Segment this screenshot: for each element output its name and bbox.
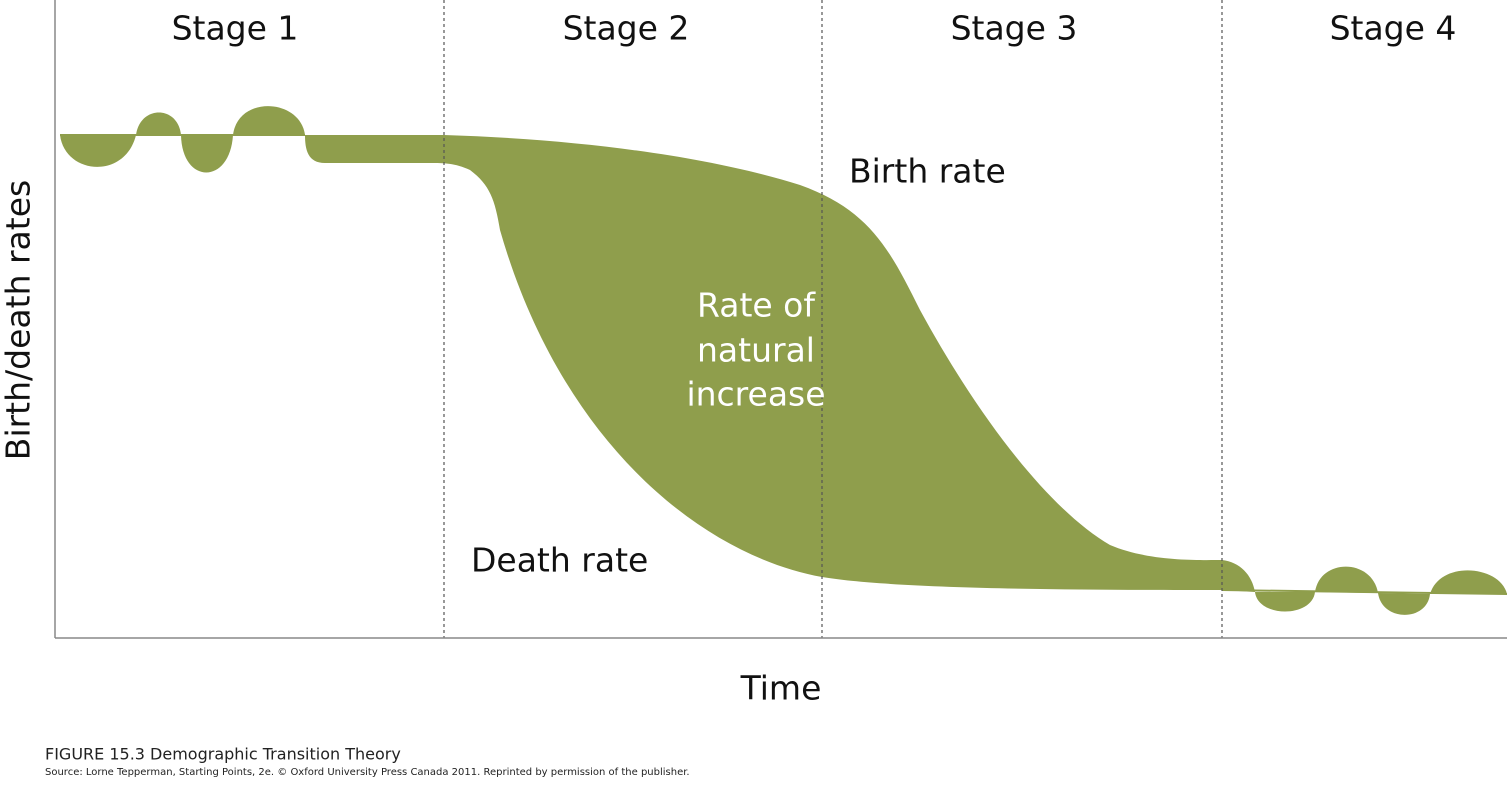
stage-label: Stage 2 bbox=[563, 9, 690, 48]
fluctuation bbox=[1255, 592, 1315, 612]
stage-dividers bbox=[443, 0, 1223, 638]
y-axis-title: Birth/death rates bbox=[0, 180, 38, 460]
fluctuation bbox=[233, 106, 305, 135]
death-rate-label: Death rate bbox=[471, 541, 648, 580]
rate-line bbox=[60, 134, 1507, 595]
axes bbox=[54, 0, 1507, 639]
fluctuation bbox=[136, 112, 181, 135]
fluctuation bbox=[1430, 570, 1507, 594]
x-axis-title: Time bbox=[740, 669, 822, 708]
birth-rate-label: Birth rate bbox=[849, 152, 1006, 191]
increase-label: natural bbox=[697, 331, 815, 370]
rate-shape bbox=[60, 106, 1507, 615]
natural-increase-area bbox=[305, 135, 1255, 592]
increase-label: increase bbox=[686, 375, 825, 414]
fluctuation bbox=[181, 135, 233, 173]
caption-source: Source: Lorne Tepperman, Starting Points… bbox=[45, 767, 690, 778]
caption-title: FIGURE 15.3 Demographic Transition Theor… bbox=[45, 745, 401, 764]
fluctuation bbox=[1378, 593, 1430, 615]
stage-label: Stage 3 bbox=[951, 9, 1078, 48]
increase-label: Rate of bbox=[697, 286, 816, 325]
stage-label: Stage 1 bbox=[172, 9, 299, 48]
stage-label: Stage 4 bbox=[1330, 9, 1457, 48]
fluctuation bbox=[1315, 566, 1378, 593]
fluctuation bbox=[60, 135, 136, 167]
